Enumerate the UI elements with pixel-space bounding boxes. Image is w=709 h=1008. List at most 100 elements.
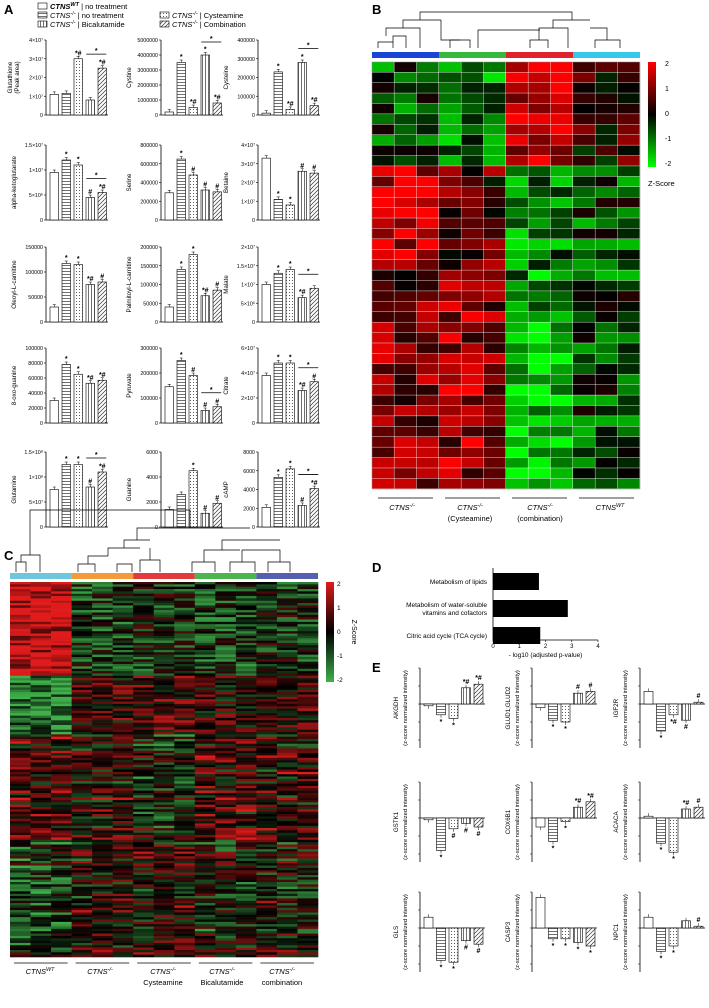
- heatmap-cell: [174, 865, 196, 869]
- heatmap-cell: [51, 600, 72, 604]
- heatmap-cell: [297, 886, 319, 890]
- color-scale-tick: 2: [665, 61, 669, 68]
- heatmap-cell: [573, 457, 595, 468]
- bar: [693, 806, 704, 819]
- heatmap-cell: [235, 940, 257, 944]
- heatmap-cell: [10, 600, 31, 604]
- heatmap-cell: [235, 837, 257, 841]
- heatmap-cell: [174, 584, 196, 587]
- heatmap-cell: [215, 767, 237, 770]
- heatmap-cell: [256, 598, 278, 602]
- heatmap-cell: [112, 804, 134, 808]
- y-tick-label: 100000: [25, 270, 43, 276]
- bar: [273, 272, 283, 323]
- heatmap-cell: [256, 935, 278, 939]
- heatmap-cell: [10, 790, 31, 794]
- heatmap-cell: [51, 682, 72, 686]
- heatmap-cell: [256, 659, 278, 662]
- heatmap-cell: [461, 114, 484, 125]
- heatmap-cell: [276, 612, 298, 616]
- heatmap-cell: [30, 736, 52, 740]
- heatmap-cell: [10, 860, 31, 864]
- heatmap-cell: [235, 865, 257, 869]
- heatmap-cell: [297, 701, 319, 705]
- y-tick-label: 400000: [140, 181, 158, 187]
- heatmap-cell: [194, 694, 216, 698]
- heatmap-cell: [297, 722, 319, 726]
- heatmap-cell: [51, 844, 72, 848]
- heatmap-cell: [10, 720, 31, 723]
- heatmap-cell: [276, 727, 298, 730]
- heatmap-cell: [276, 872, 298, 876]
- heatmap-cell: [215, 591, 237, 595]
- heatmap-cell: [51, 647, 72, 651]
- heatmap-cell: [71, 694, 93, 698]
- heatmap-cell: [235, 706, 257, 709]
- heatmap-cell: [506, 155, 528, 166]
- heatmap-cell: [112, 781, 134, 784]
- heatmap-cell: [372, 332, 394, 343]
- heatmap-cell: [256, 607, 278, 611]
- dendrogram-branch: [538, 27, 569, 48]
- heatmap-cell: [51, 598, 72, 602]
- heatmap-cell: [153, 769, 175, 773]
- heatmap-cell: [133, 947, 155, 951]
- heatmap-cell: [92, 722, 113, 726]
- heatmap-cell: [194, 795, 216, 798]
- heatmap-cell: [71, 830, 93, 834]
- heatmap-cell: [92, 853, 113, 857]
- heatmap-cell: [215, 607, 237, 611]
- heatmap-cell: [133, 795, 155, 798]
- heatmap-cell: [174, 708, 196, 712]
- heatmap-cell: [297, 694, 319, 698]
- category-label: Citric acid cycle (TCA cycle): [406, 633, 487, 640]
- heatmap-cell: [297, 720, 319, 723]
- heatmap-cell: [194, 685, 216, 688]
- heatmap-cell: [112, 839, 134, 843]
- bar: [200, 295, 210, 323]
- y-tick-label: 200000: [237, 76, 255, 82]
- heatmap-cell: [133, 647, 155, 651]
- heatmap-cell: [297, 889, 319, 892]
- heatmap-cell: [133, 694, 155, 698]
- heatmap-cell: [235, 816, 257, 820]
- group-label: CTNS-/-: [527, 503, 553, 512]
- heatmap-cell: [10, 668, 31, 672]
- heatmap-cell: [30, 816, 52, 820]
- heatmap-cell: [30, 591, 52, 595]
- heatmap-cell: [276, 952, 298, 955]
- heatmap-cell: [483, 207, 506, 218]
- bar: [309, 381, 319, 424]
- heatmap-cell: [51, 788, 72, 791]
- heatmap-cell: [528, 457, 551, 468]
- heatmap-cell: [394, 468, 417, 479]
- bar: [473, 927, 484, 945]
- y-tick-label: 0: [40, 113, 43, 119]
- heatmap-cell: [483, 457, 506, 468]
- heatmap-cell: [153, 884, 175, 887]
- heatmap-cell: [112, 783, 134, 787]
- legend-swatch: [37, 2, 48, 10]
- heatmap-cell: [153, 783, 175, 787]
- dendrogram-branch: [419, 11, 573, 20]
- heatmap-cell: [174, 645, 196, 648]
- heatmap-cell: [51, 708, 72, 712]
- heatmap-cell: [550, 457, 573, 468]
- heatmap-cell: [194, 886, 216, 890]
- heatmap-cell: [215, 837, 237, 841]
- heatmap-cell: [51, 903, 72, 906]
- heatmap-cell: [235, 771, 257, 775]
- heatmap-cell: [92, 762, 113, 766]
- heatmap-cell: [174, 837, 196, 841]
- heatmap-cell: [133, 699, 155, 702]
- heatmap-cell: [30, 877, 52, 880]
- heatmap-cell: [71, 835, 93, 838]
- heatmap-cell: [133, 842, 155, 845]
- heatmap-cell: [550, 103, 573, 114]
- heatmap-cell: [256, 757, 278, 761]
- heatmap-cell: [550, 207, 573, 218]
- heatmap-cell: [194, 628, 216, 632]
- heatmap-cell: [372, 405, 394, 416]
- heatmap-cell: [256, 879, 278, 883]
- heatmap-cell: [394, 62, 417, 73]
